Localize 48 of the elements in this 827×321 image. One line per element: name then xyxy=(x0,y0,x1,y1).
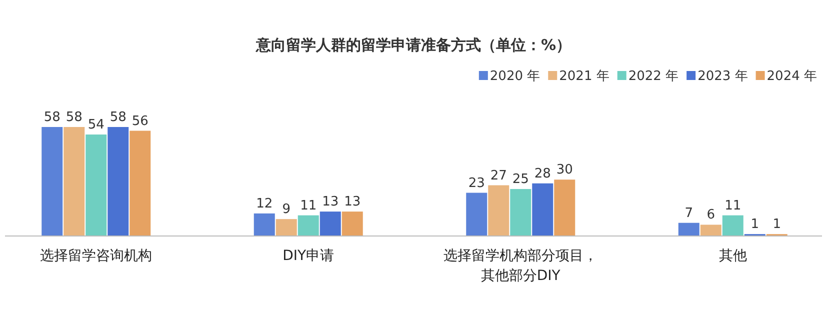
data-label: 25 xyxy=(512,172,529,188)
data-label: 58 xyxy=(44,110,60,125)
legend-label: 2022 年 xyxy=(628,69,679,84)
x-tick-label: 其他 xyxy=(718,248,747,264)
x-tick-label: 选择留学咨询机构 xyxy=(40,248,152,264)
bar xyxy=(678,222,700,236)
legend-label: 2024 年 xyxy=(766,69,817,84)
data-label: 7 xyxy=(684,206,694,221)
bar xyxy=(700,224,722,236)
bar xyxy=(254,213,275,236)
bar xyxy=(64,127,85,236)
bar xyxy=(466,192,488,236)
data-label: 13 xyxy=(344,194,361,210)
bar xyxy=(320,212,341,236)
bar xyxy=(276,219,297,236)
data-label: 54 xyxy=(88,118,104,133)
data-label: 12 xyxy=(256,196,273,212)
data-label: 6 xyxy=(706,208,716,223)
data-label: 30 xyxy=(556,162,573,178)
data-label: 28 xyxy=(534,166,551,182)
data-label: 13 xyxy=(322,194,339,210)
bar xyxy=(108,127,129,236)
legend-label: 2023 年 xyxy=(698,69,748,84)
bar xyxy=(130,130,151,236)
data-label: 56 xyxy=(132,114,148,129)
data-label: 58 xyxy=(110,110,126,125)
legend-label: 2021 年 xyxy=(559,69,610,84)
bar xyxy=(722,215,744,236)
bar xyxy=(510,189,532,236)
bar xyxy=(488,185,510,236)
legend-label: 2020 年 xyxy=(490,69,540,84)
data-label: 11 xyxy=(724,198,742,214)
bar xyxy=(42,127,63,236)
data-label: 9 xyxy=(282,202,291,218)
data-label: 58 xyxy=(66,110,82,125)
bar xyxy=(86,134,107,236)
bar xyxy=(342,212,363,236)
chart-title: 意向留学人群的留学申请准备方式（单位：%） xyxy=(254,36,572,54)
bar xyxy=(554,180,576,236)
data-label: 27 xyxy=(490,168,507,184)
data-label: 11 xyxy=(300,198,317,214)
bar xyxy=(298,215,319,236)
data-label: 1 xyxy=(772,217,782,232)
data-label: 1 xyxy=(750,217,760,232)
data-label: 23 xyxy=(468,176,485,191)
x-tick-label: 选择留学机构部分项目，其他部分DIY xyxy=(444,248,598,284)
bar xyxy=(532,183,554,236)
x-tick-label: DIY申请 xyxy=(282,248,334,264)
